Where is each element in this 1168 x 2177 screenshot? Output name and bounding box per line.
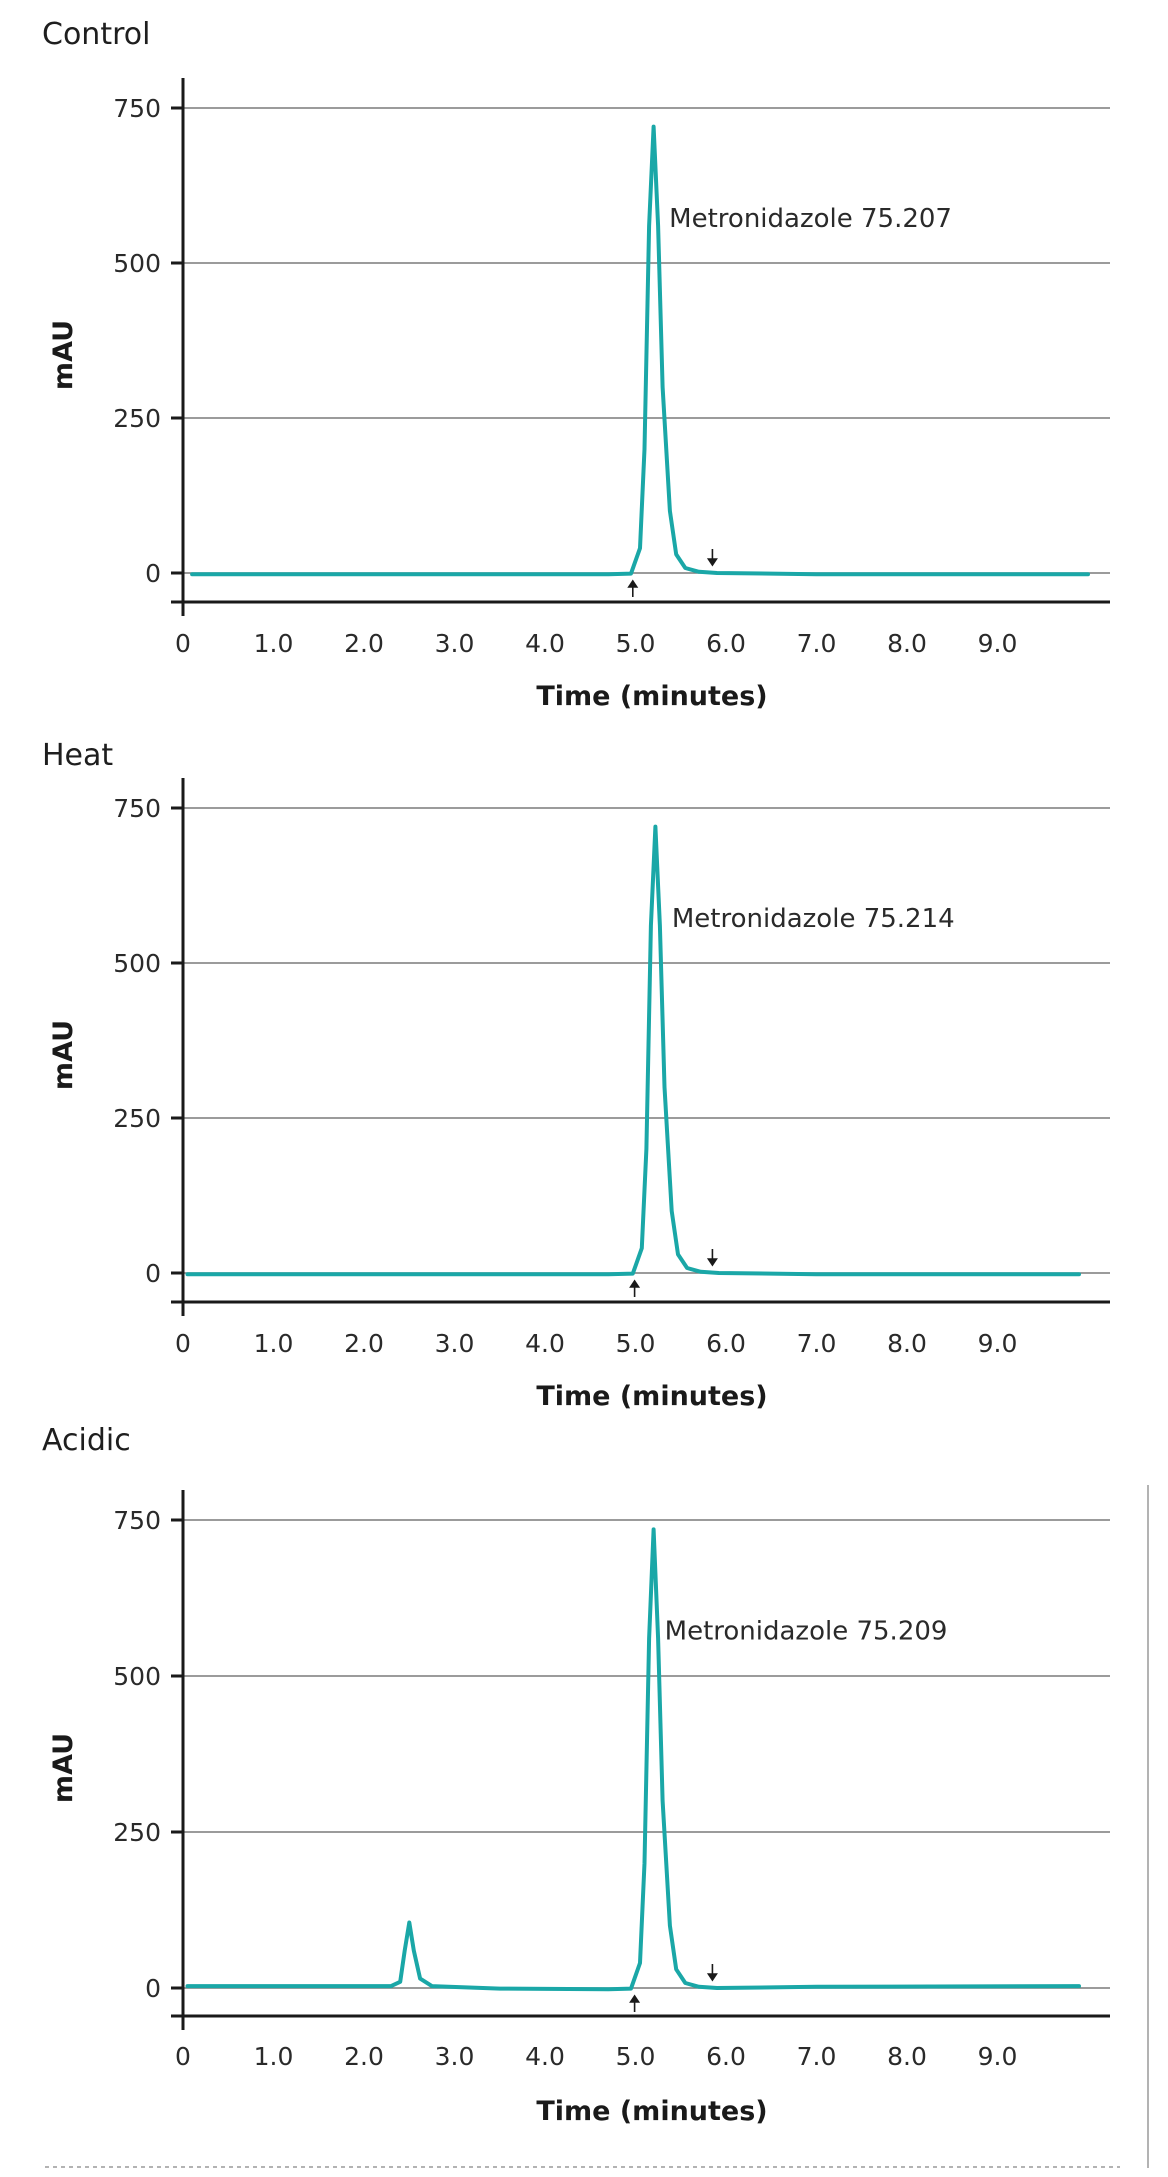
peak-annotation: Metronidazole 75.207	[669, 204, 952, 234]
x-tick-label: 3.0	[435, 629, 475, 658]
x-tick-label: 6.0	[706, 629, 746, 658]
x-tick-label: 1.0	[254, 629, 294, 658]
y-tick-label: 0	[145, 559, 161, 588]
y-tick-label: 750	[113, 94, 161, 123]
y-tick-label: 750	[113, 1506, 161, 1535]
panel-title: Control	[42, 17, 150, 52]
x-tick-label: 3.0	[435, 1329, 475, 1358]
y-axis-label: mAU	[48, 1020, 79, 1090]
y-tick-label: 250	[113, 404, 161, 433]
y-tick-label: 0	[145, 1259, 161, 1288]
x-tick-label: 5.0	[616, 1329, 656, 1358]
x-tick-label: 9.0	[978, 629, 1018, 658]
x-tick-label: 9.0	[978, 1329, 1018, 1358]
x-tick-label: 2.0	[344, 1329, 384, 1358]
chart-panel-heat: Heat 0 250 500 750 mAU 0 1.0 2.0 3.0 4.0 5.0 6.0 7.0 8…	[42, 738, 1110, 1412]
x-axis-label: Time (minutes)	[536, 681, 767, 712]
chart-panel-control: Control 0 250 500 750 mAU 0 1.0 2.0 3.0 4.0 5.0 6.0 7…	[42, 17, 1110, 712]
x-tick-label: 5.0	[616, 2042, 656, 2071]
x-tick-label: 8.0	[887, 2042, 927, 2071]
x-tick-label: 0	[175, 629, 191, 658]
x-tick-label: 4.0	[525, 2042, 565, 2071]
x-axis-label: Time (minutes)	[536, 2096, 767, 2127]
x-tick-label: 9.0	[978, 2042, 1018, 2071]
marker-arrowhead	[629, 1994, 641, 2003]
x-tick-label: 6.0	[706, 2042, 746, 2071]
x-tick-label: 7.0	[797, 629, 837, 658]
y-tick-label: 750	[113, 794, 161, 823]
marker-arrowhead	[706, 558, 718, 567]
y-axis-label: mAU	[48, 320, 79, 390]
x-tick-label: 2.0	[344, 2042, 384, 2071]
chromatogram-trace	[185, 824, 1081, 1277]
x-axis-label: Time (minutes)	[536, 1381, 767, 1412]
chromatogram-trace	[190, 124, 1090, 577]
panel-title: Acidic	[42, 1423, 131, 1458]
y-tick-label: 500	[113, 949, 161, 978]
marker-arrowhead	[627, 579, 639, 588]
x-tick-label: 4.0	[525, 629, 565, 658]
x-tick-label: 6.0	[706, 1329, 746, 1358]
x-tick-label: 7.0	[797, 1329, 837, 1358]
marker-arrowhead	[706, 1258, 718, 1267]
chart-panel-acidic: Acidic 0 250 500 750 mAU 0 1.0 2.0 3.0 4.0 5.0 6.0 7.…	[42, 1423, 1110, 2127]
x-tick-label: 3.0	[435, 2042, 475, 2071]
marker-arrowhead	[629, 1279, 641, 1288]
x-tick-label: 1.0	[254, 2042, 294, 2071]
x-tick-label: 7.0	[797, 2042, 837, 2071]
chromatogram-trace	[185, 1527, 1081, 1992]
y-axis-label: mAU	[48, 1733, 79, 1803]
x-tick-label: 0	[175, 1329, 191, 1358]
x-tick-label: 8.0	[887, 1329, 927, 1358]
panel-title: Heat	[42, 738, 113, 773]
y-tick-label: 250	[113, 1818, 161, 1847]
y-tick-label: 250	[113, 1104, 161, 1133]
x-tick-label: 4.0	[525, 1329, 565, 1358]
y-tick-label: 0	[145, 1974, 161, 2003]
x-tick-label: 2.0	[344, 629, 384, 658]
x-tick-label: 0	[175, 2042, 191, 2071]
x-tick-label: 1.0	[254, 1329, 294, 1358]
y-tick-label: 500	[113, 249, 161, 278]
marker-arrowhead	[706, 1973, 718, 1982]
peak-annotation: Metronidazole 75.214	[672, 904, 955, 934]
x-tick-label: 5.0	[616, 629, 656, 658]
x-tick-label: 8.0	[887, 629, 927, 658]
peak-annotation: Metronidazole 75.209	[665, 1617, 948, 1647]
y-tick-label: 500	[113, 1662, 161, 1691]
